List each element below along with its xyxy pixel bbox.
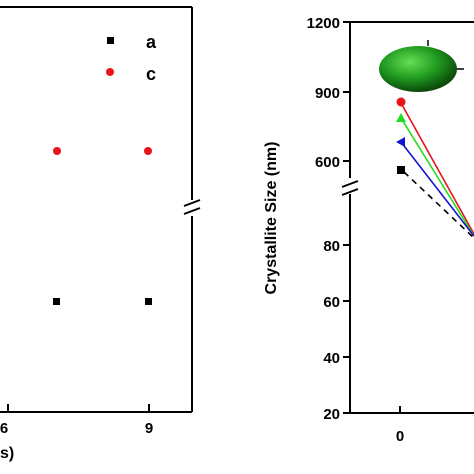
legend-marker-a [107,37,114,44]
series-a-point-2 [145,298,152,305]
right-y-tick-label-1200: 1200 [307,15,340,32]
right-panel: 1200 900 600 80 60 40 20 0 Crystallite S… [263,15,474,445]
right-y-tick-label-600: 600 [315,154,340,171]
right-x-tick-label-0: 0 [396,428,404,445]
right-y-tick-label-40: 40 [323,350,340,367]
right-y-tick-label-80: 80 [323,238,340,255]
right-y-tick-label-60: 60 [323,294,340,311]
series-a-point-1 [53,298,60,305]
green-ellipsoid-crystallite-icon [379,40,464,92]
series-red-line [400,102,474,235]
series-c-point-1 [53,147,61,155]
series-green-point-0 [396,113,406,122]
series-black-point-0 [397,166,405,174]
series-green-line [400,117,474,237]
legend-label-c: c [146,64,156,84]
right-y-axis-title: Crystallite Size (nm) [263,142,280,295]
series-blue-point-0 [396,137,405,147]
left-panel: 6 9 s) a c [0,6,201,462]
legend-label-a: a [146,32,157,52]
series-c-point-2 [144,147,152,155]
left-axis-break-mark [183,199,201,215]
left-legend: a c [106,32,157,84]
series-black-line [403,171,474,239]
legend-marker-c [106,68,114,76]
right-y-tick-label-20: 20 [323,406,340,423]
left-x-tick-label-6: 6 [0,420,8,437]
right-y-tick-label-900: 900 [315,85,340,102]
series-blue-line [400,141,474,237]
series-red-point-0 [396,97,406,107]
left-x-axis-title-fragment: s) [0,445,14,462]
right-axis-break-mark [341,180,359,196]
left-x-tick-label-9: 9 [145,420,153,437]
